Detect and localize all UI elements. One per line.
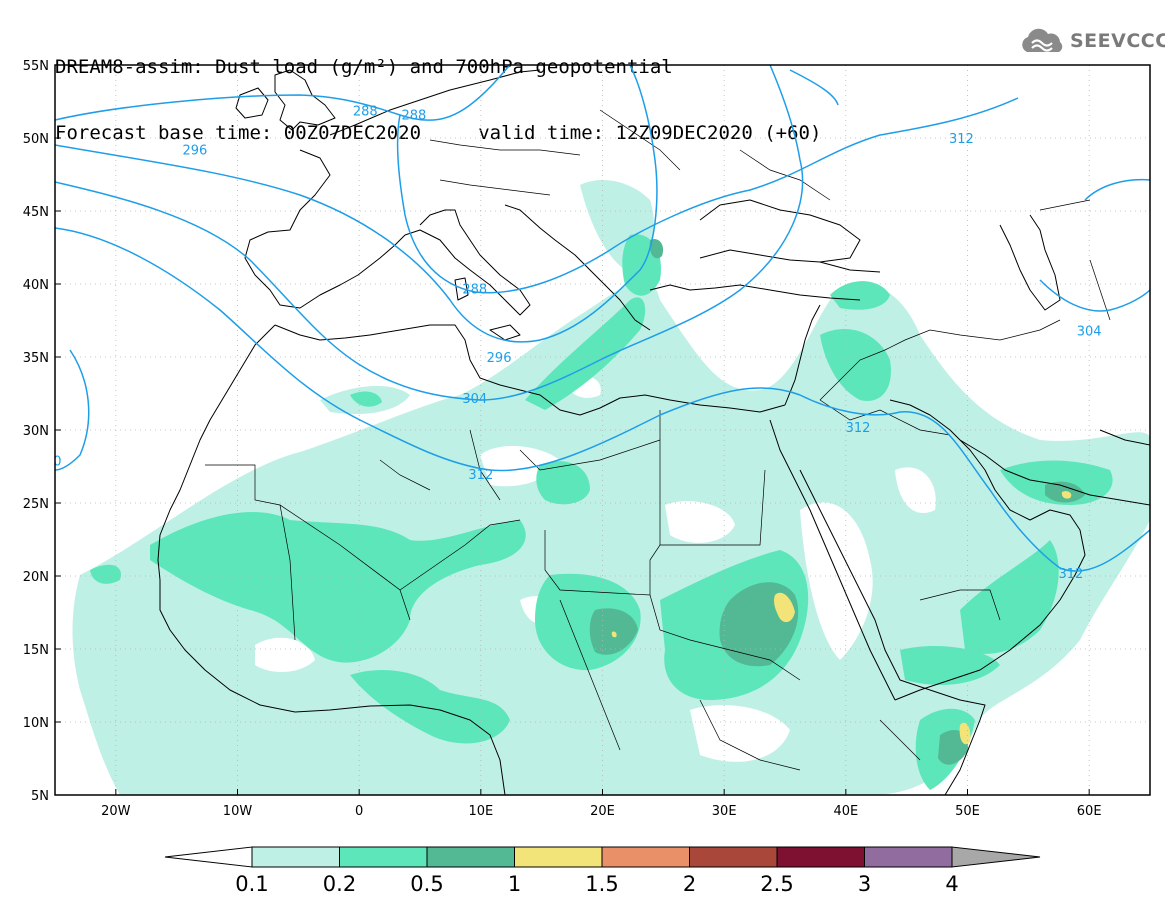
lon-tick-label: 40E: [833, 804, 858, 819]
lon-tick-label: 20W: [101, 804, 131, 819]
lon-tick-label: 0: [355, 804, 363, 819]
colorbar-low-arrow: [164, 846, 253, 868]
contour-labels: 288 288 296 312 288 304 296 304 312 312 312 0: [53, 104, 1102, 582]
lat-tick-label: 25N: [23, 497, 49, 512]
lon-tick-label: 50E: [955, 804, 980, 819]
contour-label: 312: [1059, 567, 1084, 582]
contour-label: 312: [949, 132, 974, 147]
colorbar-label: 2.5: [760, 872, 793, 896]
colorbar-segment: [601, 846, 690, 868]
contour-label: 312: [846, 421, 871, 436]
colorbar-segment: [864, 846, 953, 868]
contour-label: 0: [53, 455, 61, 470]
lat-tick-label: 5N: [31, 789, 49, 804]
lat-tick-label: 10N: [23, 716, 49, 731]
map-title: DREAM8-assim: Dust load (g/m²) and 700hP…: [55, 12, 821, 166]
lon-tick-label: 10E: [468, 804, 493, 819]
lat-tick-label: 35N: [23, 351, 49, 366]
lat-tick-label: 20N: [23, 570, 49, 585]
colorbar-label: 0.5: [410, 872, 443, 896]
lat-tick-label: 40N: [23, 278, 49, 293]
logo-text: SEEVCCC: [1070, 30, 1165, 52]
contour-label: 312: [468, 468, 493, 483]
lon-tick-label: 20E: [590, 804, 615, 819]
colorbar-segment: [426, 846, 515, 868]
lon-tick-label: 10W: [223, 804, 253, 819]
colorbar-segment: [339, 846, 428, 868]
colorbar-label: 0.1: [235, 872, 268, 896]
dust-shading-clear: [195, 375, 936, 762]
colorbar: 0.1 0.2 0.5 1 1.5 2 2.5 3 4: [164, 846, 1041, 896]
colorbar-label: 2: [683, 872, 696, 896]
longitude-axis: 20W 10W 0 10E 20E 30E 40E 50E 60E: [101, 789, 1102, 819]
coastlines: [157, 69, 1150, 795]
colorbar-segment: [776, 846, 865, 868]
colorbar-label: 4: [945, 872, 958, 896]
colorbar-label: 1.5: [585, 872, 618, 896]
contour-label: 296: [487, 351, 512, 366]
latitude-axis: 55N 50N 45N 40N 35N 30N 25N 20N 15N 10N 5N: [23, 59, 61, 804]
colorbar-segment: [689, 846, 778, 868]
colorbar-segment: [251, 846, 340, 868]
seevccc-logo: SEEVCCC: [1018, 28, 1165, 54]
lon-tick-label: 60E: [1077, 804, 1102, 819]
graticule: [55, 65, 1150, 795]
lat-tick-label: 45N: [23, 205, 49, 220]
contour-label: 288: [402, 109, 427, 124]
country-borders: [205, 109, 1111, 771]
contour-label: 288: [353, 104, 378, 119]
colorbar-label: 0.2: [323, 872, 356, 896]
cloud-icon: [1022, 28, 1063, 52]
lat-tick-label: 50N: [23, 132, 49, 147]
contour-label: 304: [462, 392, 487, 407]
lat-tick-label: 30N: [23, 424, 49, 439]
lat-tick-label: 55N: [23, 59, 49, 74]
colorbar-high-arrow: [951, 846, 1041, 868]
contour-label: 304: [1077, 325, 1102, 340]
lon-tick-label: 30E: [712, 804, 737, 819]
contour-label: 288: [462, 282, 487, 297]
colorbar-segment: [514, 846, 603, 868]
geopotential-contours: [55, 65, 1150, 572]
colorbar-label: 1: [508, 872, 521, 896]
title-line-2: Forecast base time: 00Z07DEC2020 valid t…: [55, 122, 822, 144]
contour-label: 296: [183, 144, 208, 159]
lat-tick-label: 15N: [23, 643, 49, 658]
dust-shading-peak: [611, 491, 1072, 745]
colorbar-label: 3: [858, 872, 871, 896]
